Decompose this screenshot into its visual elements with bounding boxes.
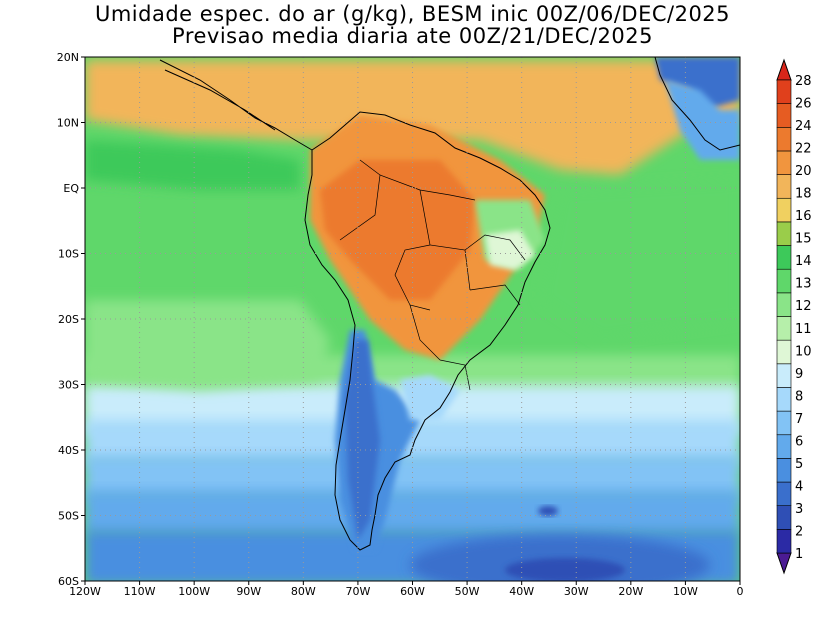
lon-tick-label: 110W: [124, 585, 156, 598]
colorbar-swatch: [776, 150, 792, 175]
lat-tick-label: 10N: [57, 117, 79, 130]
colorbar-swatch: [776, 127, 792, 152]
colorbar-label: 10: [795, 344, 812, 359]
colorbar-label: 20: [795, 164, 812, 179]
lon-tick-label: 120W: [69, 585, 101, 598]
south-america-coast: [304, 111, 551, 551]
colorbar-swatch: [776, 387, 792, 412]
lon-tick-label: 80W: [291, 585, 316, 598]
lat-tick-label: 40S: [58, 444, 79, 457]
colorbar-swatch: [776, 481, 792, 506]
colorbar-label: 14: [795, 254, 812, 269]
colorbar-swatch: [776, 316, 792, 341]
lon-tick-label: 30W: [564, 585, 589, 598]
lon-tick-label: 60W: [400, 585, 425, 598]
lon-tick-label: 10W: [673, 585, 698, 598]
colorbar-swatch: [776, 529, 792, 554]
lon-tick-label: 100W: [178, 585, 210, 598]
lon-tick-label: 70W: [345, 585, 370, 598]
colorbar-swatch: [776, 174, 792, 199]
axis-ticks: [81, 56, 741, 585]
colorbar-swatch: [776, 79, 792, 104]
colorbar-swatch: [776, 292, 792, 317]
colorbar-label: 24: [795, 119, 812, 134]
colorbar-swatch: [776, 458, 792, 483]
colorbar-label: 9: [795, 367, 803, 382]
graticule: [85, 57, 740, 581]
colorbar-label: 1: [795, 547, 803, 562]
colorbar-label: 7: [795, 412, 803, 427]
colorbar-label: 5: [795, 457, 803, 472]
colorbar-label: 4: [795, 479, 803, 494]
coastlines: [159, 57, 740, 551]
central-america-coast: [159, 59, 313, 151]
colorbar-label: 2: [795, 524, 803, 539]
latitude-labels: 20N 10N EQ 10S 20S 30S 40S 50S 60S: [57, 51, 80, 588]
lon-tick-label: 40W: [509, 585, 534, 598]
africa-coast: [654, 57, 740, 151]
lat-tick-label: 60S: [58, 575, 79, 588]
lat-tick-label: 20N: [57, 51, 79, 64]
country-borders: [339, 159, 526, 391]
colorbar-max-arrow: [776, 58, 792, 81]
colorbar-label: 13: [795, 277, 812, 292]
colorbar-swatch: [776, 505, 792, 530]
colorbar-swatch: [776, 363, 792, 388]
colorbar-label: 12: [795, 299, 812, 314]
colorbar-label: 8: [795, 389, 803, 404]
colorbar-label: 6: [795, 434, 803, 449]
colorbar-label: 22: [795, 142, 812, 157]
lon-tick-label: 90W: [236, 585, 261, 598]
colorbar-swatch: [776, 434, 792, 459]
colorbar-label: 18: [795, 187, 812, 202]
lon-tick-label: 0: [737, 585, 744, 598]
lat-tick-label: 30S: [58, 379, 79, 392]
lon-tick-label: 20W: [618, 585, 643, 598]
colorbar-label: 26: [795, 97, 812, 112]
map-title-line2: Previsao media diaria ate 00Z/21/DEC/202…: [172, 24, 653, 48]
colorbar-label: 16: [795, 209, 812, 224]
lat-tick-label: 20S: [58, 313, 79, 326]
lon-tick-label: 50W: [455, 585, 480, 598]
colorbar-label: 15: [795, 232, 812, 247]
lat-tick-label: 50S: [58, 510, 79, 523]
colorbar-swatch: [776, 245, 792, 270]
map-title-line1: Umidade espec. do ar (g/kg), BESM inic 0…: [94, 2, 731, 26]
lat-tick-label: EQ: [63, 182, 79, 195]
colorbar-swatch: [776, 339, 792, 365]
longitude-labels: 120W 110W 100W 90W 80W 70W 60W 50W 40W 30W 20W 10W 0: [69, 585, 743, 598]
colorbar-swatch: [776, 103, 792, 128]
colorbar-swatch: [776, 197, 792, 223]
colorbar-label: 11: [795, 322, 812, 337]
colorbar-label: 28: [795, 74, 812, 89]
colorbar-swatch: [776, 221, 792, 246]
colorbar-min-arrow: [776, 552, 792, 575]
lat-tick-label: 10S: [58, 248, 79, 261]
colorbar-swatch: [776, 268, 792, 294]
colorbar-swatch: [776, 410, 792, 436]
colorbar-label: 3: [795, 502, 803, 517]
